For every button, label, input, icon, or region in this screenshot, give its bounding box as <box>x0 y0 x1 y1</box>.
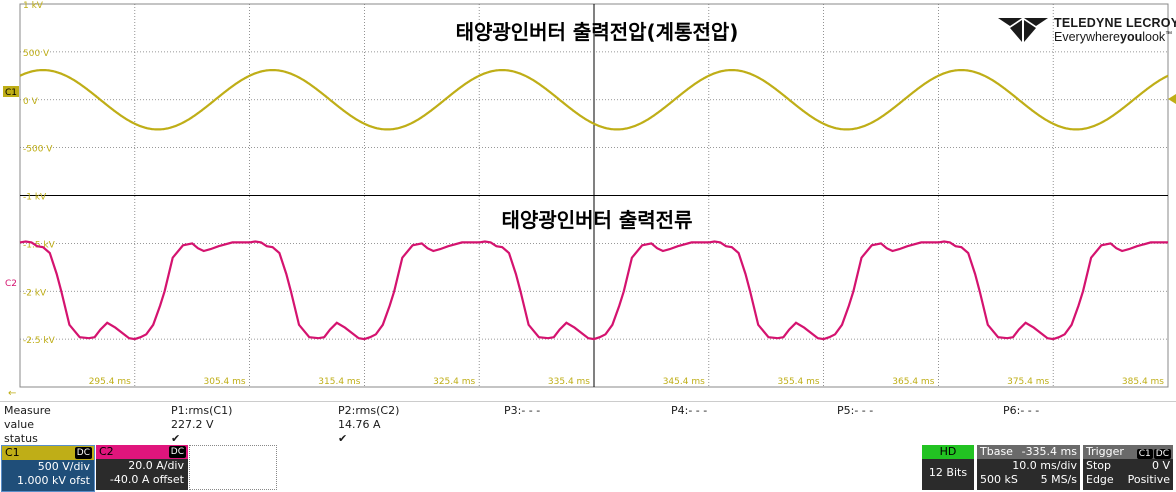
trigger-coupling-badge: DC <box>1153 449 1171 459</box>
x-tick-label: 305.4 ms <box>204 377 246 387</box>
param-p3-name[interactable]: P3:- - - <box>504 404 541 417</box>
logo-tagline: Everywhereyoulook™ <box>1054 30 1173 44</box>
voltage-title: 태양광인버터 출력전압(계통전압) <box>456 20 739 44</box>
trigger-descriptor[interactable]: Trigger C1 DC Stop 0 V Edge Positive <box>1083 445 1173 490</box>
x-tick-label: 335.4 ms <box>548 377 590 387</box>
c1-y-tick-label: 500 V <box>23 49 50 59</box>
c1-voltage-trace <box>19 69 1169 131</box>
status-row-label: status <box>4 432 38 445</box>
x-tick-label: 375.4 ms <box>1007 377 1049 387</box>
x-tick-label: 355.4 ms <box>778 377 820 387</box>
c2-marker[interactable]: C2 <box>5 279 17 289</box>
timebase-label: Tbase <box>980 445 1013 458</box>
c2-adiv: 20.0 A/div <box>128 459 184 472</box>
param-p6-name[interactable]: P6:- - - <box>1003 404 1040 417</box>
waveform-plot: 1 kV 500 V 0 V -500 V -1 kV -1.5 kV -2 kV -2.5… <box>3 1 1176 399</box>
hd-label: HD <box>922 445 974 459</box>
current-title: 태양광인버터 출력전류 <box>502 208 693 232</box>
c2-current-trace <box>19 240 1168 341</box>
svg-text:C1: C1 <box>5 88 17 98</box>
c1-y-axis-labels: 1 kV 500 V 0 V -500 V -1 kV <box>23 1 53 203</box>
measurement-table: Measure value status P1:rms(C1) 227.2 V … <box>0 401 1176 445</box>
param-p5-name[interactable]: P5:- - - <box>837 404 874 417</box>
x-tick-label: 365.4 ms <box>892 377 934 387</box>
trigger-source-badge: C1 <box>1136 449 1153 459</box>
param-p2-value: 14.76 A <box>338 418 381 431</box>
timebase-samples: 500 kS <box>980 473 1018 486</box>
empty-channel-slot[interactable] <box>189 445 277 490</box>
c2-coupling-badge: DC <box>168 446 186 458</box>
c1-coupling-badge: DC <box>74 447 92 459</box>
c2-y-tick-label: -2.5 kV <box>23 336 56 346</box>
c2-y-tick-label: -1.5 kV <box>23 240 56 250</box>
c1-descriptor-name: C1 <box>5 446 20 459</box>
x-tick-label: 315.4 ms <box>318 377 360 387</box>
c1-y-tick-label: 0 V <box>23 97 39 107</box>
logo-brand-text: TELEDYNE LECROY <box>1054 16 1176 30</box>
measure-row-label: Measure <box>4 404 51 417</box>
trigger-position-marker[interactable]: ← <box>8 388 16 399</box>
x-tick-label: 345.4 ms <box>663 377 705 387</box>
param-p4-name[interactable]: P4:- - - <box>671 404 708 417</box>
trigger-label: Trigger <box>1086 445 1124 458</box>
param-p1-name[interactable]: P1:rms(C1) <box>171 404 233 417</box>
c1-channel-descriptor[interactable]: C1 DC 500 V/div 1.000 kV ofst <box>1 445 95 492</box>
x-tick-label: 295.4 ms <box>89 377 131 387</box>
hd-mode-descriptor[interactable]: HD 12 Bits <box>922 445 974 490</box>
c1-y-tick-label: 1 kV <box>23 1 44 11</box>
c1-vdiv: 500 V/div <box>37 460 90 473</box>
graticule <box>19 3 1169 388</box>
x-tick-label: 325.4 ms <box>433 377 475 387</box>
trigger-level-marker[interactable] <box>1168 94 1176 104</box>
status-bar: C1 DC 500 V/div 1.000 kV ofst C2 DC 20.0 A… <box>0 444 1176 492</box>
trigger-level: 0 V <box>1151 459 1170 472</box>
timebase-descriptor[interactable]: Tbase -335.4 ms 10.0 ms/div 500 kS 5 MS/s <box>977 445 1080 490</box>
c2-y-axis-labels: -1.5 kV -2 kV -2.5 kV <box>23 240 56 346</box>
c1-offset: 1.000 kV ofst <box>16 474 90 487</box>
teledyne-lecroy-logo: TELEDYNE LECROY Everywhereyoulook™ <box>996 16 1176 46</box>
timebase-rate: 5 MS/s <box>1040 473 1077 486</box>
trigger-slope: Positive <box>1127 473 1170 486</box>
param-p1-value: 227.2 V <box>171 418 214 431</box>
param-p2-status-check-icon: ✔ <box>338 432 348 445</box>
c2-y-tick-label: -2 kV <box>23 288 47 298</box>
c2-descriptor-name: C2 <box>99 445 114 458</box>
trigger-mode: Stop <box>1086 459 1112 472</box>
c1-y-tick-label: -500 V <box>23 145 53 155</box>
param-p2-name[interactable]: P2:rms(C2) <box>338 404 400 417</box>
c2-channel-descriptor[interactable]: C2 DC 20.0 A/div -40.0 A offset <box>96 445 188 490</box>
c2-offset: -40.0 A offset <box>109 473 184 486</box>
value-row-label: value <box>4 418 35 431</box>
teledyne-lecroy-logo-icon <box>998 18 1048 42</box>
time-axis-labels: 295.4 ms 305.4 ms 315.4 ms 325.4 ms 335.4 ms… <box>89 377 1165 387</box>
timebase-tdiv: 10.0 ms/div <box>1012 459 1077 472</box>
trigger-type: Edge <box>1086 473 1114 486</box>
oscilloscope-display: 1 kV 500 V 0 V -500 V -1 kV -1.5 kV -2 kV -2.5… <box>3 1 1176 399</box>
c1-marker[interactable]: C1 <box>3 86 19 98</box>
hd-bits: 12 Bits <box>928 466 968 479</box>
param-p1-status-check-icon: ✔ <box>171 432 181 445</box>
x-tick-label: 385.4 ms <box>1122 377 1164 387</box>
c1-y-tick-label: -1 kV <box>23 193 47 203</box>
timebase-delay: -335.4 ms <box>1021 445 1077 458</box>
